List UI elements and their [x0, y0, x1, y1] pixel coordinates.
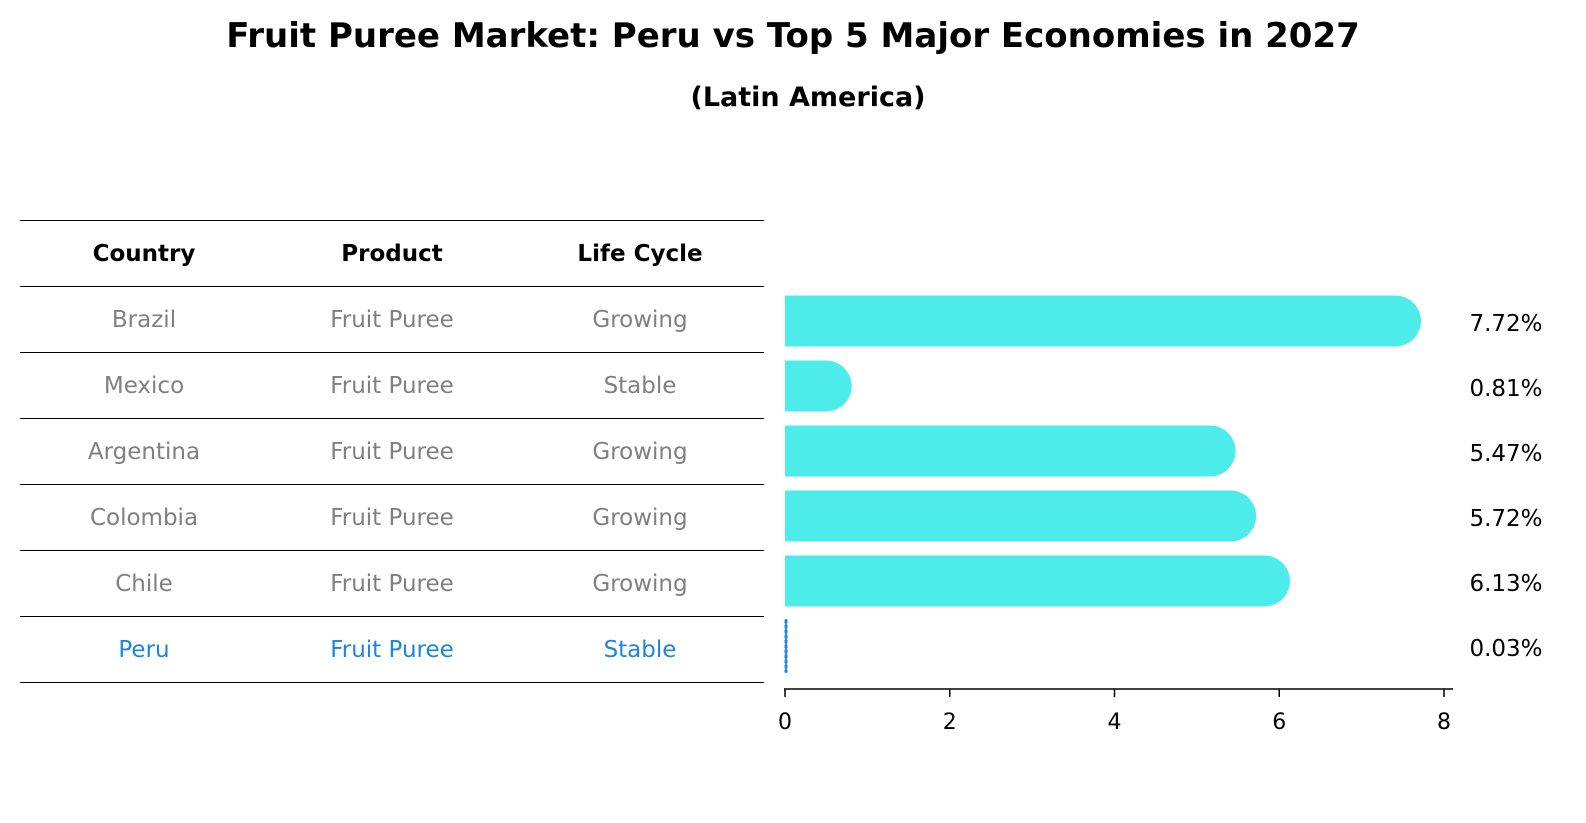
- table-row: Argentina Fruit Puree Growing: [20, 418, 764, 485]
- table-row: Colombia Fruit Puree Growing: [20, 484, 764, 551]
- cell-life-cycle: Growing: [516, 418, 764, 485]
- table-header-row: Country Product Life Cycle: [20, 220, 764, 287]
- bar-argentina: [785, 425, 1236, 477]
- cell-country: Brazil: [20, 286, 268, 353]
- cell-life-cycle: Growing: [516, 550, 764, 617]
- bar-mexico: [785, 360, 852, 412]
- cell-product: Fruit Puree: [268, 484, 516, 551]
- cell-product: Fruit Puree: [268, 418, 516, 485]
- data-table: Country Product Life Cycle Brazil Fruit …: [20, 220, 764, 683]
- chart-title: Fruit Puree Market: Peru vs Top 5 Major …: [226, 16, 1360, 56]
- table-row: Chile Fruit Puree Growing: [20, 550, 764, 617]
- column-header-country: Country: [20, 220, 268, 287]
- cell-life-cycle: Stable: [516, 352, 764, 419]
- value-label-argentina: 5.47%: [1469, 441, 1542, 467]
- cell-country: Colombia: [20, 484, 268, 551]
- cell-product: Fruit Puree: [268, 616, 516, 683]
- value-label-brazil: 7.72%: [1469, 311, 1542, 337]
- x-tick-label: 6: [1272, 710, 1286, 735]
- column-header-life-cycle: Life Cycle: [516, 220, 764, 287]
- cell-life-cycle: Growing: [516, 286, 764, 353]
- chart-subtitle: (Latin America): [690, 82, 926, 113]
- value-label-peru: 0.03%: [1469, 636, 1542, 662]
- cell-country: Argentina: [20, 418, 268, 485]
- x-tick-label: 8: [1437, 710, 1451, 735]
- cell-country: Chile: [20, 550, 268, 617]
- cell-product: Fruit Puree: [268, 352, 516, 419]
- bar-chile: [785, 555, 1290, 607]
- table-row-highlighted: Peru Fruit Puree Stable: [20, 616, 764, 683]
- column-header-product: Product: [268, 220, 516, 287]
- x-tick-label: 0: [778, 710, 792, 735]
- cell-country: Mexico: [20, 352, 268, 419]
- table-row: Brazil Fruit Puree Growing: [20, 286, 764, 353]
- bar-colombia: [785, 490, 1257, 542]
- table-row: Mexico Fruit Puree Stable: [20, 352, 764, 419]
- cell-country: Peru: [20, 616, 268, 683]
- cell-life-cycle: Stable: [516, 616, 764, 683]
- value-label-mexico: 0.81%: [1469, 376, 1542, 402]
- value-label-chile: 6.13%: [1469, 571, 1542, 597]
- x-tick-label: 2: [943, 710, 957, 735]
- cell-life-cycle: Growing: [516, 484, 764, 551]
- bar-brazil: [785, 295, 1421, 347]
- cell-product: Fruit Puree: [268, 550, 516, 617]
- value-label-colombia: 5.72%: [1469, 506, 1542, 532]
- cell-product: Fruit Puree: [268, 286, 516, 353]
- x-tick-label: 4: [1108, 710, 1122, 735]
